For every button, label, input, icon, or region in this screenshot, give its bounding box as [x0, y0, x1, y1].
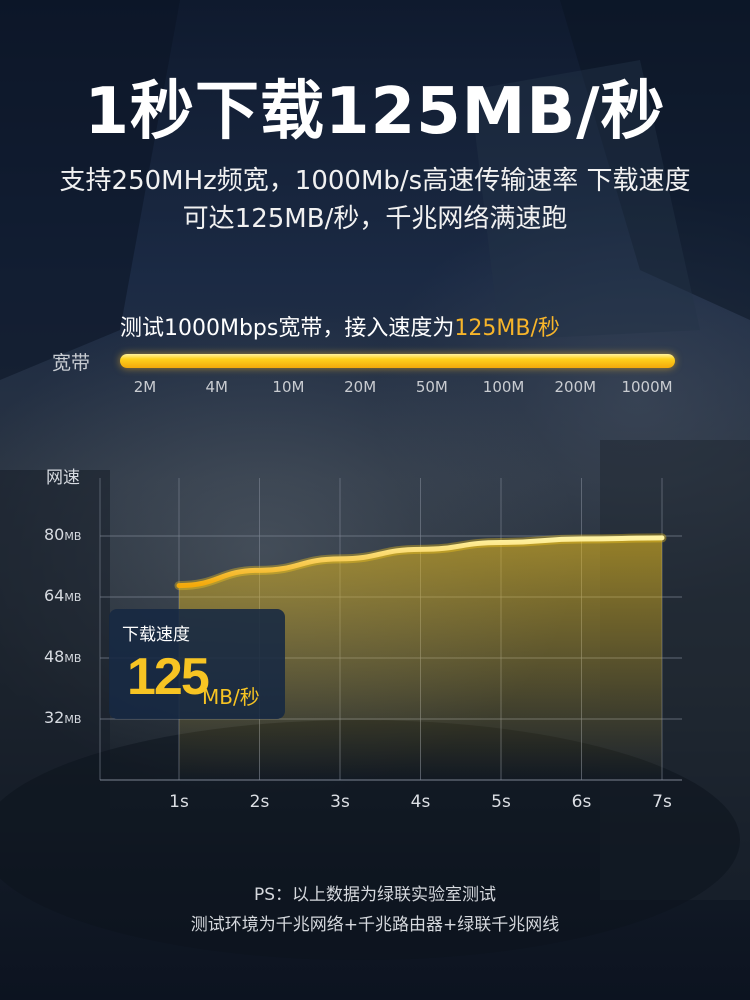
x-tick-label: 7s — [652, 792, 672, 812]
x-tick-label: 6s — [571, 792, 592, 812]
callout-title: 下载速度 — [122, 625, 190, 645]
bandwidth-ticks: 2M 4M 10M 20M 50M 100M 200M 1000M — [0, 378, 750, 402]
x-tick-label: 2s — [249, 792, 270, 812]
y-tick-value: 32 — [44, 708, 65, 727]
bandwidth-bar — [120, 354, 675, 368]
y-tick-label: 80MB — [44, 525, 81, 544]
y-tick-label: 48MB — [44, 647, 81, 666]
footnote-line-1: PS：以上数据为绿联实验室测试 — [253, 885, 497, 905]
bandwidth-tick: 100M — [482, 378, 525, 396]
y-tick-value: 64 — [44, 586, 65, 605]
headline: 1秒下载125MB/秒 — [84, 75, 666, 149]
bandwidth-label: 宽带 — [52, 352, 91, 374]
series-area — [179, 537, 662, 780]
download-speed-callout: 下载速度 125 MB/秒 — [109, 609, 285, 719]
bandwidth-tick: 20M — [344, 378, 377, 396]
subtitle-line-1: 支持250MHz频宽，1000Mb/s高速传输速率 下载速度 — [59, 166, 691, 196]
bandwidth-caption-highlight: 125MB/秒 — [454, 316, 560, 341]
y-tick-value: 48 — [44, 647, 65, 666]
y-tick-unit: MB — [64, 530, 82, 543]
bandwidth-caption-prefix: 测试1000Mbps宽带，接入速度为 — [120, 316, 455, 341]
x-tick-label: 4s — [410, 792, 431, 812]
y-tick-unit: MB — [64, 713, 82, 726]
callout-unit: MB/秒 — [202, 685, 260, 709]
x-tick-label: 3s — [330, 792, 350, 812]
y-tick-label: 64MB — [44, 586, 81, 605]
y-tick-label: 32MB — [44, 708, 81, 727]
bandwidth-tick: 200M — [554, 378, 597, 396]
bandwidth-tick: 1000M — [621, 378, 673, 396]
y-tick-unit: MB — [64, 591, 82, 604]
bandwidth-tick: 2M — [133, 378, 157, 396]
subtitle-line-2: 可达125MB/秒，千兆网络满速跑 — [182, 204, 568, 234]
bandwidth-tick: 4M — [205, 378, 228, 396]
x-tick-label: 5s — [491, 792, 511, 812]
x-tick-label: 1s — [169, 792, 189, 812]
y-tick-value: 80 — [44, 525, 65, 544]
bandwidth-tick: 50M — [415, 378, 448, 396]
chart-series — [174, 533, 667, 780]
footnote-line-2: 测试环境为千兆网络+千兆路由器+绿联千兆网线 — [190, 915, 560, 935]
bandwidth-tick: 10M — [272, 378, 305, 396]
callout-value: 125 — [127, 648, 210, 706]
bandwidth-caption: 测试1000Mbps宽带，接入速度为125MB/秒 — [120, 310, 560, 342]
y-tick-unit: MB — [64, 652, 82, 665]
y-axis-title: 网速 — [46, 468, 80, 488]
